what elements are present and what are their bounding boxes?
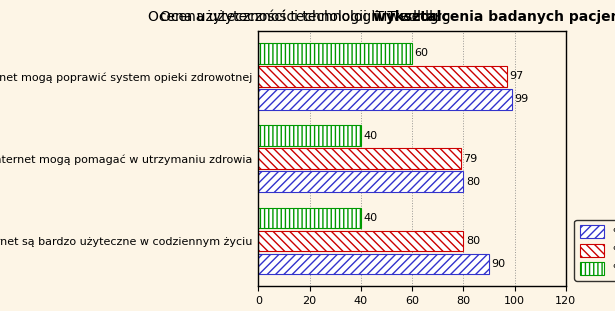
Text: wykształcenia badanych pacjentów: wykształcenia badanych pacjentów [373,9,615,24]
Text: 90: 90 [491,259,506,269]
Text: Ocena użyteczności technologii IT według: Ocena użyteczności technologii IT według [160,9,455,24]
Text: 40: 40 [363,213,378,223]
Text: 80: 80 [466,236,480,246]
Legend: %  podstawowe, % średnie, % wyższe: % podstawowe, % średnie, % wyższe [574,220,615,281]
Bar [258,66,507,87]
Bar [258,207,361,228]
Text: 97: 97 [509,71,524,81]
Text: 40: 40 [363,131,378,141]
Bar [258,254,489,274]
Bar [258,43,412,63]
Text: 79: 79 [463,154,478,164]
Bar [258,230,463,251]
Text: 80: 80 [466,177,480,187]
Text: 99: 99 [515,94,529,104]
Text: 60: 60 [415,48,429,58]
Bar [258,148,461,169]
Bar [258,125,361,146]
Text: Ocena użyteczności technologii IT według: Ocena użyteczności technologii IT według [148,9,443,24]
Bar [258,89,512,110]
Text: Ocena użyteczności technologii IT według wykształcenia badanych pacjentów: Ocena użyteczności technologii IT według… [0,310,1,311]
Bar [258,171,463,192]
